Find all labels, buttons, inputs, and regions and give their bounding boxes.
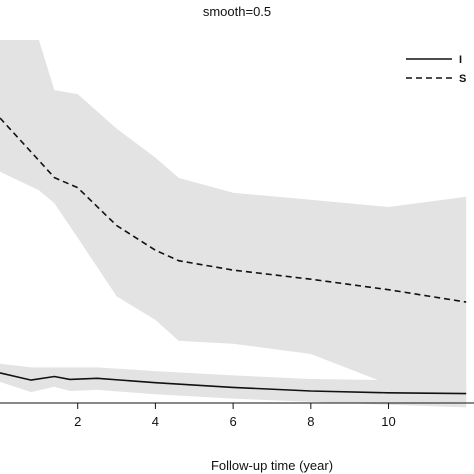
x-tick-label: 10 — [381, 414, 395, 429]
legend: IS — [406, 54, 466, 85]
x-tick-label: 4 — [152, 414, 159, 429]
plot-area — [0, 40, 467, 408]
legend-label-1: I — [459, 54, 462, 66]
legend-label-2: S — [459, 73, 466, 85]
x-tick-label: 6 — [229, 414, 236, 429]
x-axis-ticks: 2 4 6 8 10 — [74, 403, 396, 429]
confidence-band-1 — [0, 363, 467, 408]
x-tick-label: 2 — [74, 414, 81, 429]
confidence-band-2 — [0, 40, 467, 403]
series-line-1 — [0, 372, 467, 395]
x-tick-label: 8 — [307, 414, 314, 429]
series-lines — [0, 117, 467, 395]
series-line-2 — [0, 117, 467, 303]
chart-title: smooth=0.5 — [203, 4, 271, 19]
confidence-bands — [0, 40, 467, 408]
x-axis-label: Follow-up time (year) — [211, 458, 333, 473]
